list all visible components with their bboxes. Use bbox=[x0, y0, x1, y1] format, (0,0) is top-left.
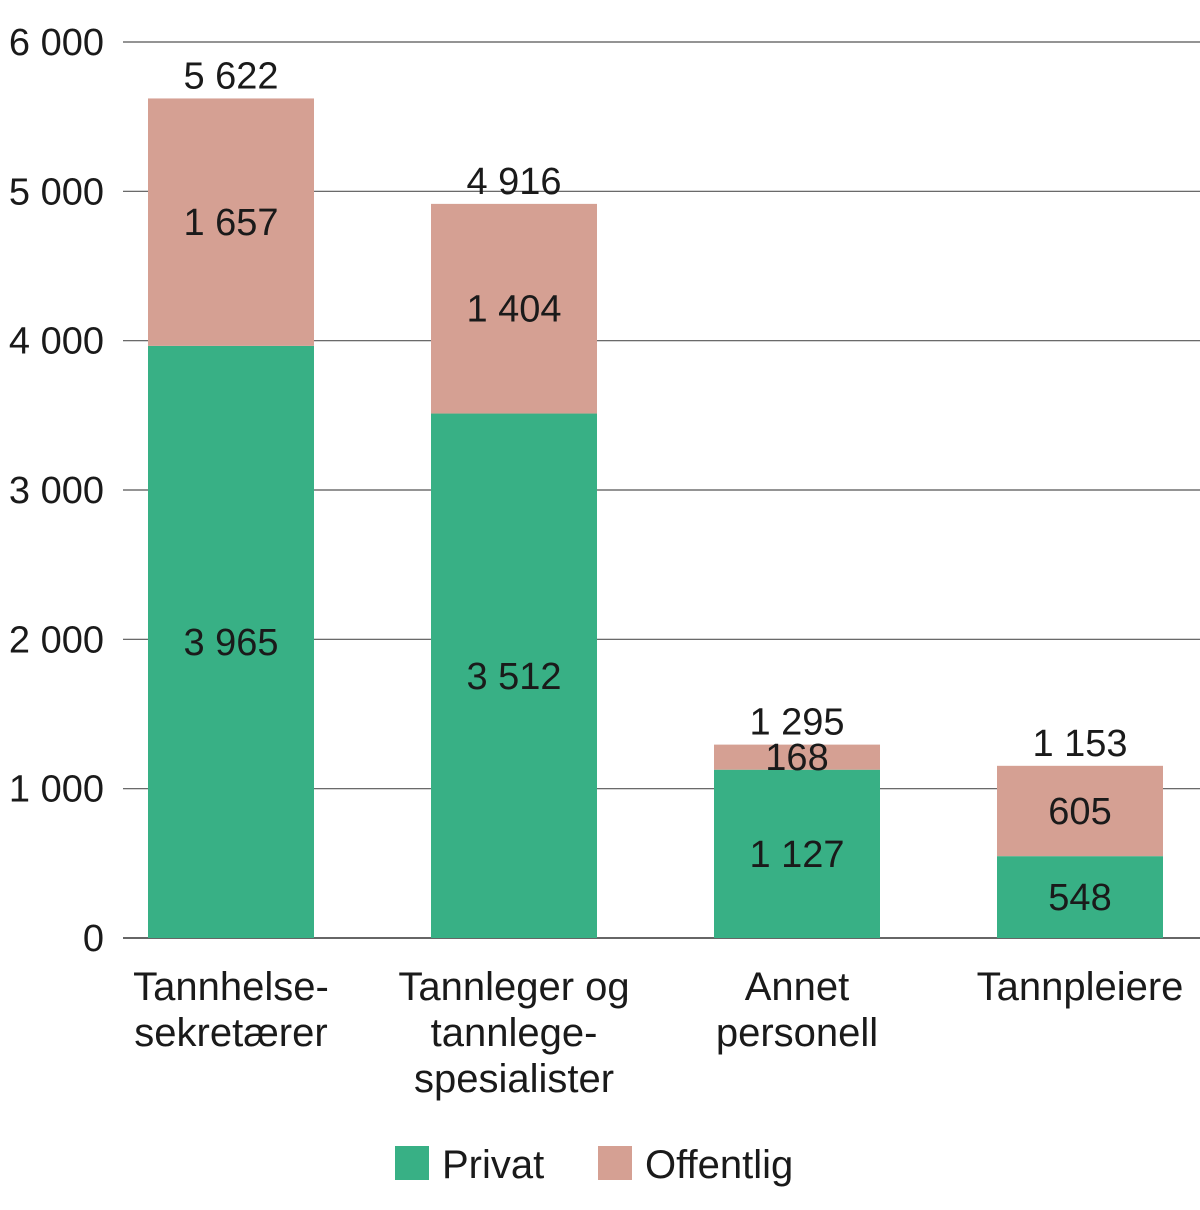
bars bbox=[148, 98, 1163, 939]
y-tick-label: 6 000 bbox=[9, 22, 104, 64]
total-labels: 5 622 4 916 1 295 1 153 bbox=[183, 55, 1127, 764]
bar-segment bbox=[714, 769, 880, 938]
bar-value-label: 605 bbox=[1048, 791, 1111, 833]
x-category-label: Annet personell bbox=[716, 965, 878, 1055]
x-category-label-line: tannlege- bbox=[431, 1011, 598, 1055]
bar-segment bbox=[997, 856, 1163, 938]
x-category-label-line: Tannleger og bbox=[398, 965, 629, 1009]
bar-total-label: 1 295 bbox=[749, 702, 844, 744]
y-tick-label: 3 000 bbox=[9, 470, 104, 512]
bar-value-label: 168 bbox=[765, 737, 828, 779]
bar-segment bbox=[714, 744, 880, 770]
bar-value-label: 3 965 bbox=[183, 622, 278, 664]
bar-value-label: 3 512 bbox=[466, 656, 561, 698]
legend: Privat Offentlig bbox=[395, 1143, 793, 1187]
bar-total-label: 5 622 bbox=[183, 55, 278, 97]
bar-segment bbox=[431, 203, 597, 414]
bar-value-label: 1 657 bbox=[183, 202, 278, 244]
x-axis-categories: Tannhelse-sekretærer Tannleger og tannlege… bbox=[133, 965, 1183, 1101]
x-category-label: Tannhelse-sekretærer bbox=[133, 965, 329, 1055]
bar-value-label: 548 bbox=[1048, 877, 1111, 919]
x-category-label-line: Annet bbox=[745, 965, 850, 1009]
bar-segment bbox=[148, 98, 314, 346]
y-tick-label: 5 000 bbox=[9, 171, 104, 213]
y-axis-ticks: 0 1 000 2 000 3 000 4 000 5 000 6 000 bbox=[9, 22, 104, 960]
bar-value-label: 1 404 bbox=[466, 289, 561, 331]
bar-total-label: 4 916 bbox=[466, 161, 561, 203]
legend-label: Offentlig bbox=[645, 1143, 793, 1187]
bar-segment bbox=[997, 765, 1163, 857]
bar-segment bbox=[148, 345, 314, 939]
bar-value-label: 1 127 bbox=[749, 834, 844, 876]
x-category-label-line: spesialister bbox=[414, 1057, 614, 1101]
x-category-label: Tannleger og tannlege-spesialister bbox=[398, 965, 629, 1101]
y-tick-label: 0 bbox=[83, 918, 104, 960]
x-category-label: Tannpleiere bbox=[977, 965, 1184, 1009]
x-category-label-line: sekretærer bbox=[134, 1011, 327, 1055]
legend-swatch bbox=[395, 1146, 429, 1180]
legend-swatch bbox=[598, 1146, 632, 1180]
legend-label: Privat bbox=[442, 1143, 544, 1187]
bar-total-label: 1 153 bbox=[1032, 723, 1127, 765]
x-category-label-line: personell bbox=[716, 1011, 878, 1055]
x-category-label-line: Tannpleiere bbox=[977, 965, 1184, 1009]
y-tick-label: 1 000 bbox=[9, 769, 104, 811]
bar-segment bbox=[431, 413, 597, 938]
value-labels: 3 965 1 657 3 512 1 404 1 127 168 548 605 bbox=[183, 202, 1111, 919]
y-tick-label: 4 000 bbox=[9, 321, 104, 363]
x-category-label-line: Tannhelse- bbox=[133, 965, 329, 1009]
y-tick-label: 2 000 bbox=[9, 619, 104, 661]
